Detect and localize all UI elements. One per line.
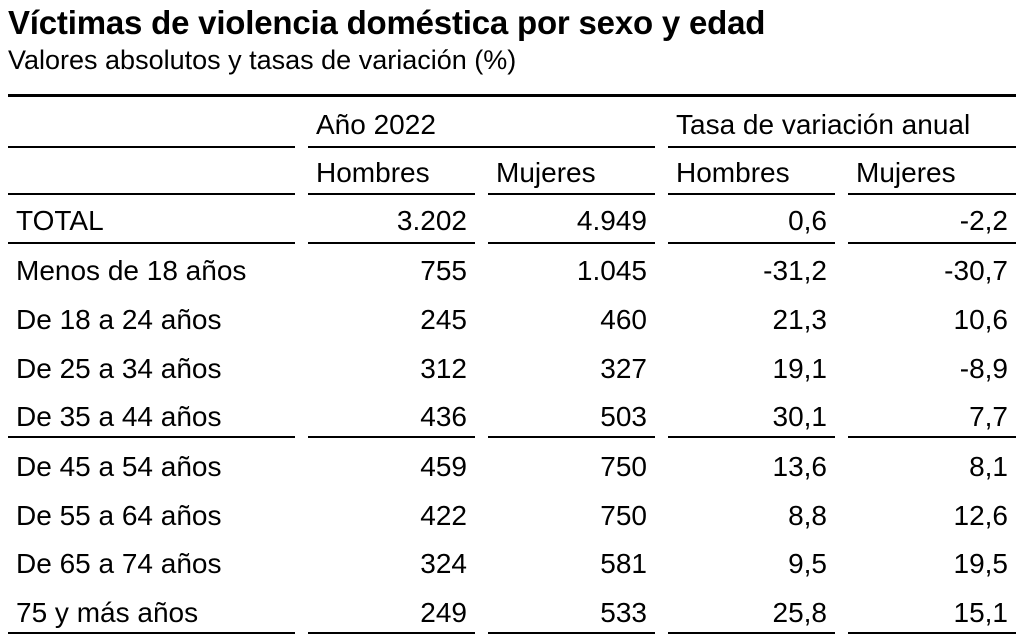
header-underline [308, 193, 475, 195]
table-cell: -2,2 [959, 205, 1008, 236]
table-cell: 1.045 [576, 255, 647, 286]
row-label: De 55 a 64 años [16, 500, 222, 531]
row-separator [8, 436, 295, 438]
column-header: Mujeres [496, 157, 596, 188]
table-cell: 533 [600, 597, 647, 628]
column-header: Mujeres [856, 157, 956, 188]
column-header: Hombres [316, 157, 430, 188]
table-cell: 19,5 [953, 548, 1009, 579]
row-separator [668, 632, 835, 634]
row-separator [848, 242, 1016, 244]
row-label: De 25 a 34 años [16, 353, 222, 384]
row-separator [488, 632, 655, 634]
header-underline [8, 193, 295, 195]
table-cell: 755 [420, 255, 467, 286]
table-cell: 750 [600, 500, 647, 531]
header-underline [668, 193, 835, 195]
table-cell: 19,1 [772, 353, 828, 384]
table-cell: 30,1 [772, 401, 828, 432]
table-cell: 327 [600, 353, 647, 384]
row-separator [668, 436, 835, 438]
table-cell: 750 [600, 451, 647, 482]
table-cell: 459 [420, 451, 467, 482]
group-header: Tasa de variación anual [676, 109, 971, 140]
row-label: Menos de 18 años [16, 255, 247, 286]
group-header: Año 2022 [316, 109, 436, 140]
table-cell: 8,8 [788, 500, 827, 531]
table-cell: -8,9 [959, 353, 1008, 384]
row-separator [308, 632, 475, 634]
table-cell: 8,1 [969, 451, 1008, 482]
row-separator [848, 632, 1016, 634]
table-cell: 25,8 [772, 597, 828, 628]
table-cell: 460 [600, 304, 647, 335]
row-separator [488, 242, 655, 244]
column-header: Hombres [676, 157, 790, 188]
row-separator [8, 632, 295, 634]
header-underline [848, 193, 1016, 195]
table-cell: -31,2 [763, 255, 827, 286]
row-label: De 65 a 74 años [16, 548, 222, 579]
row-separator [668, 242, 835, 244]
row-separator [308, 436, 475, 438]
row-label: 75 y más años [16, 597, 199, 628]
row-separator [488, 436, 655, 438]
row-separator [848, 436, 1016, 438]
table-cell: 245 [420, 304, 467, 335]
row-label: De 18 a 24 años [16, 304, 222, 335]
row-label: De 45 a 54 años [16, 451, 222, 482]
table-cell: 324 [420, 548, 467, 579]
row-separator [8, 242, 295, 244]
header-underline [488, 193, 655, 195]
table-cell: 503 [600, 401, 647, 432]
row-separator [308, 242, 475, 244]
table-top-rule [8, 94, 1016, 97]
table-cell: 13,6 [772, 451, 828, 482]
table-cell: 0,6 [788, 205, 827, 236]
table-cell: 581 [600, 548, 647, 579]
table-cell: 15,1 [953, 597, 1009, 628]
group-underline [8, 146, 295, 148]
table-cell: 10,6 [953, 304, 1009, 335]
table-cell: 3.202 [396, 205, 467, 236]
table-cell: 312 [420, 353, 467, 384]
table-cell: 249 [420, 597, 467, 628]
row-label: De 35 a 44 años [16, 401, 222, 432]
table-cell: 21,3 [772, 304, 828, 335]
row-label: TOTAL [16, 205, 104, 236]
page-subtitle: Valores absolutos y tasas de variación (… [8, 45, 517, 75]
table-cell: -30,7 [944, 255, 1008, 286]
table-cell: 7,7 [969, 401, 1008, 432]
page-title: Víctimas de violencia doméstica por sexo… [8, 4, 766, 41]
group-underline [308, 146, 655, 148]
table-cell: 436 [420, 401, 467, 432]
table-cell: 422 [420, 500, 467, 531]
table-cell: 9,5 [788, 548, 827, 579]
table-cell: 4.949 [576, 205, 647, 236]
group-underline [668, 146, 1016, 148]
table-cell: 12,6 [953, 500, 1009, 531]
